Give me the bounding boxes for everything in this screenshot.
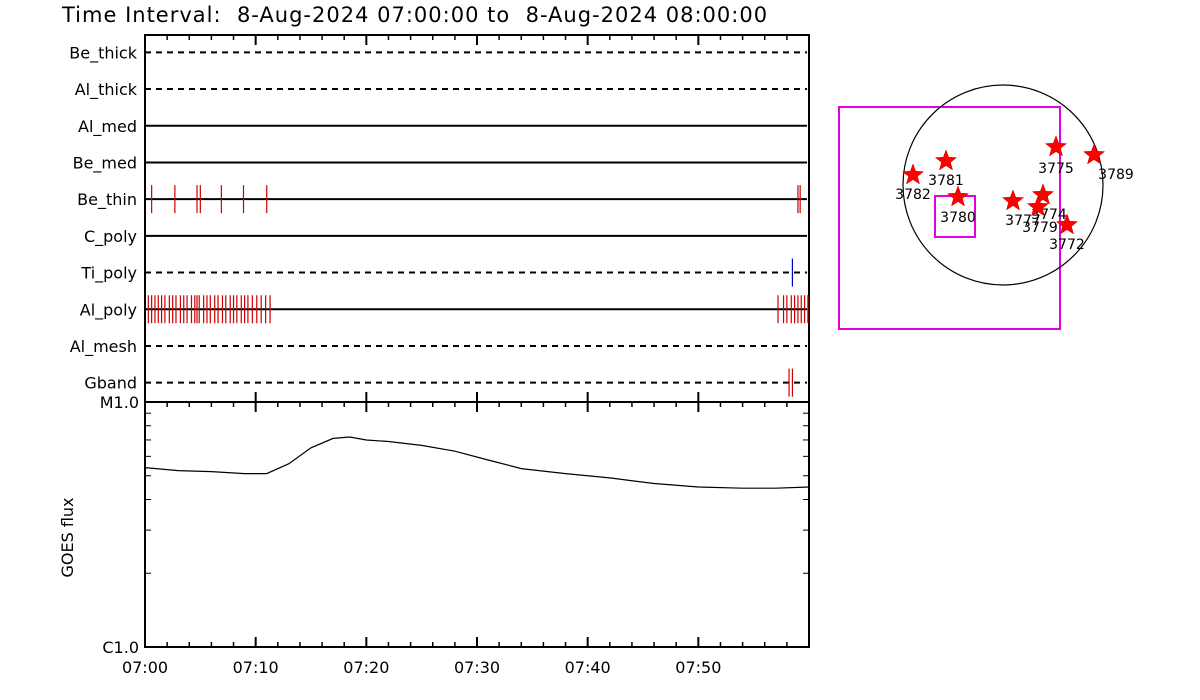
goes-flux-panel: C1.0 M1.0 GOES flux 07:00 07:10 07:20 07:30 07:…	[58, 35, 810, 677]
region-star	[1044, 135, 1068, 157]
title-end: 8-Aug-2024 08:00:00	[525, 3, 769, 27]
channel-label-Be_thin: Be_thin	[77, 190, 137, 210]
region-label: 3779	[1022, 220, 1058, 236]
region-star	[934, 149, 958, 171]
region-star	[946, 185, 970, 207]
x-tick-label: 07:50	[675, 658, 721, 677]
region-star	[1082, 143, 1106, 165]
channel-label-Be_med: Be_med	[73, 153, 137, 173]
region-label: 3782	[895, 187, 931, 203]
x-tick-label: 07:20	[343, 658, 389, 677]
region-star	[1055, 213, 1079, 235]
region-star	[1026, 195, 1050, 217]
channel-label-Al_poly: Al_poly	[80, 300, 137, 320]
x-tick-label: 07:10	[233, 658, 279, 677]
field-of-view-box	[838, 106, 1061, 330]
solar-limb	[902, 84, 1104, 286]
channel-label-Al_med: Al_med	[78, 117, 137, 137]
region-label: 3780	[940, 210, 976, 226]
title-joiner: to	[487, 3, 511, 27]
channel-label-C_poly: C_poly	[84, 227, 137, 247]
y-axis-label: GOES flux	[58, 497, 77, 577]
region-label: 3772	[1049, 237, 1085, 253]
title-prefix: Time Interval:	[62, 3, 222, 27]
x-tick-label: 07:00	[122, 658, 168, 677]
channel-label-Gband: Gband	[84, 374, 137, 393]
y-tick-label: C1.0	[102, 638, 139, 657]
x-tick-label: 07:40	[565, 658, 611, 677]
x-tick-label: 07:30	[454, 658, 500, 677]
region-star	[901, 163, 925, 185]
channel-label-Ti_poly: Ti_poly	[80, 264, 137, 284]
goes-flux-line	[144, 436, 810, 489]
y-tick-label: M1.0	[100, 393, 139, 412]
goes-frame	[144, 401, 810, 648]
region-label: 3789	[1098, 167, 1134, 183]
channel-label-Al_mesh: Al_mesh	[70, 337, 137, 357]
channel-label-Be_thick: Be_thick	[69, 43, 137, 63]
event-timeline-panel: Be_thick Al_thick Al_med Be_med Be_thin C_pol…	[69, 34, 810, 403]
title-start: 8-Aug-2024 07:00:00	[236, 3, 480, 27]
region-star	[1031, 183, 1055, 205]
region-star	[1001, 189, 1025, 211]
region-label: 3775	[1038, 161, 1074, 177]
region-label: 3781	[928, 173, 964, 189]
region-label: 3777	[1005, 213, 1041, 229]
chart-title: Time Interval: 8-Aug-2024 07:00:00 to 8-…	[62, 3, 768, 27]
channel-label-Al_thick: Al_thick	[75, 80, 138, 100]
